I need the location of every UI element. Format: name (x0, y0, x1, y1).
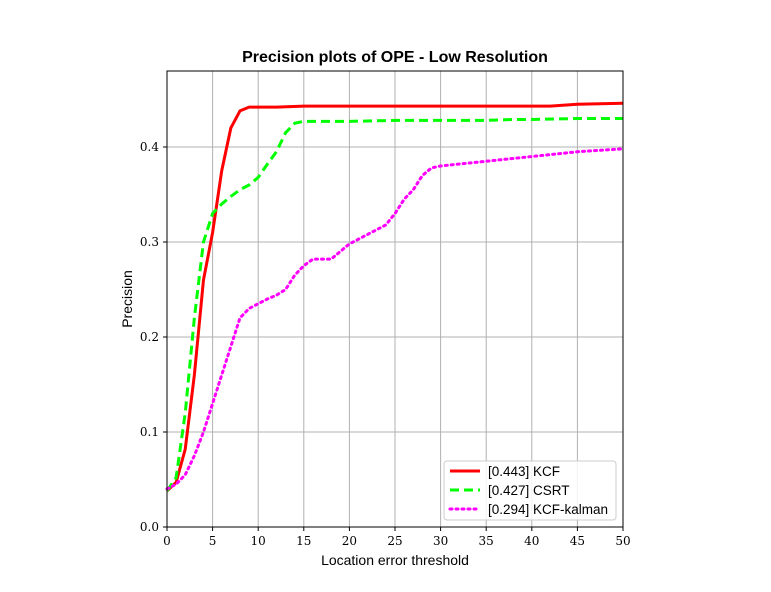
x-tick-label: 15 (296, 534, 311, 548)
x-tick-label: 50 (615, 534, 630, 548)
x-tick-label: 45 (570, 534, 585, 548)
y-tick-label: 0.3 (140, 235, 159, 249)
x-tick-label: 35 (479, 534, 494, 548)
y-tick-label: 0.0 (140, 520, 159, 534)
series-line-1 (165, 117, 623, 492)
legend-entry-0: [0.443] KCF (488, 464, 560, 479)
legend-entry-1: [0.427] CSRT (488, 483, 570, 498)
x-tick-label: 30 (433, 534, 448, 548)
x-tick-label: 10 (251, 534, 266, 548)
plot-series (165, 101, 625, 492)
x-tick-label: 25 (387, 534, 402, 548)
legend-box (443, 460, 617, 521)
y-tick-label: 0.2 (140, 330, 159, 344)
legend-entry-2: [0.294] KCF-kalman (488, 502, 608, 517)
chart-title: Precision plots of OPE - Low Resolution (242, 49, 548, 66)
legend: [0.443] KCF [0.427] CSRT [0.294] KCF-kalma… (443, 460, 617, 521)
y-tick-label: 0.4 (140, 140, 159, 154)
x-tick-label: 40 (524, 534, 539, 548)
grid-lines (166, 71, 624, 528)
x-tick-label: 20 (342, 534, 357, 548)
x-tick-label: 0 (163, 534, 171, 548)
x-tick-label: 5 (209, 534, 217, 548)
axis-ticks: 0 5 10 15 20 25 30 35 40 45 50 0.0 0.1 0.2 0.3 0.4 (140, 140, 631, 548)
y-axis-label: Precision (119, 270, 135, 328)
y-tick-label: 0.1 (140, 425, 159, 439)
x-axis-label: Location error threshold (321, 552, 469, 568)
series-line-2 (165, 147, 625, 491)
series-line-0 (165, 101, 624, 492)
